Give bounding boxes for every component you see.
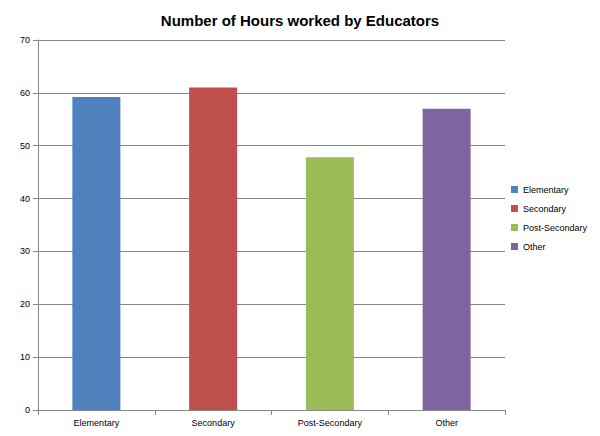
svg-text:Secondary: Secondary [523,204,567,214]
svg-text:Other: Other [435,418,458,428]
svg-text:60: 60 [20,88,30,98]
svg-text:50: 50 [20,141,30,151]
svg-text:30: 30 [20,246,30,256]
svg-text:0: 0 [25,405,30,415]
svg-text:Post-Secondary: Post-Secondary [298,418,363,428]
svg-text:Elementary: Elementary [523,185,569,195]
svg-text:10: 10 [20,352,30,362]
svg-text:Secondary: Secondary [192,418,236,428]
svg-text:20: 20 [20,299,30,309]
svg-text:Post-Secondary: Post-Secondary [523,223,588,233]
svg-text:Number of Hours worked by Educ: Number of Hours worked by Educators [161,12,439,29]
svg-text:40: 40 [20,194,30,204]
svg-text:Elementary: Elementary [74,418,120,428]
svg-text:70: 70 [20,35,30,45]
svg-text:Other: Other [523,242,546,252]
